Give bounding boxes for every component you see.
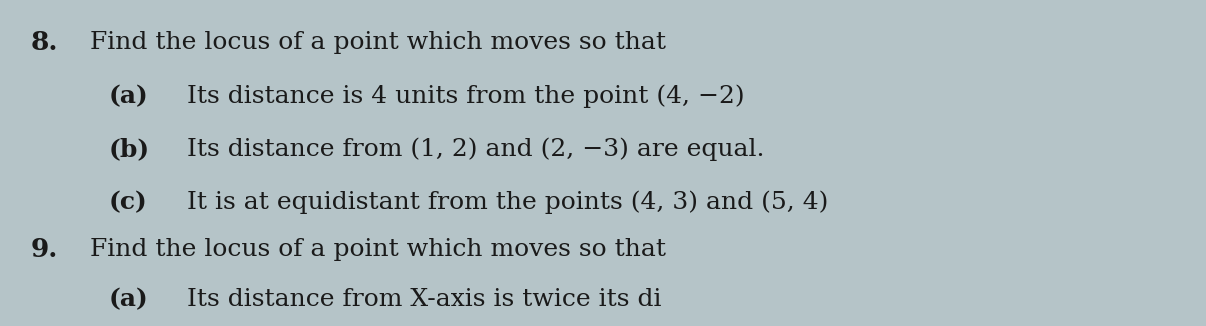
Text: (c): (c) <box>109 190 147 214</box>
Text: Coordinate: Coordinate <box>1094 0 1198 4</box>
Text: Its distance from (1, 2) and (2, −3) are equal.: Its distance from (1, 2) and (2, −3) are… <box>187 138 765 161</box>
Text: 8.: 8. <box>30 30 58 55</box>
Text: It is at equidistant from the points (4, 3) and (5, 4): It is at equidistant from the points (4,… <box>187 190 829 214</box>
Text: Find the locus of a point which moves so that: Find the locus of a point which moves so… <box>90 31 667 54</box>
Text: Its distance is 4 units from the point (4, −2): Its distance is 4 units from the point (… <box>187 85 744 108</box>
Text: (a): (a) <box>109 288 148 312</box>
Text: Find the locus of a point which moves so that: Find the locus of a point which moves so… <box>90 238 667 261</box>
Text: Its distance from X-axis is twice its di: Its distance from X-axis is twice its di <box>187 288 661 311</box>
Text: (b): (b) <box>109 137 150 161</box>
Text: 9.: 9. <box>30 237 58 262</box>
Text: (a): (a) <box>109 84 148 109</box>
